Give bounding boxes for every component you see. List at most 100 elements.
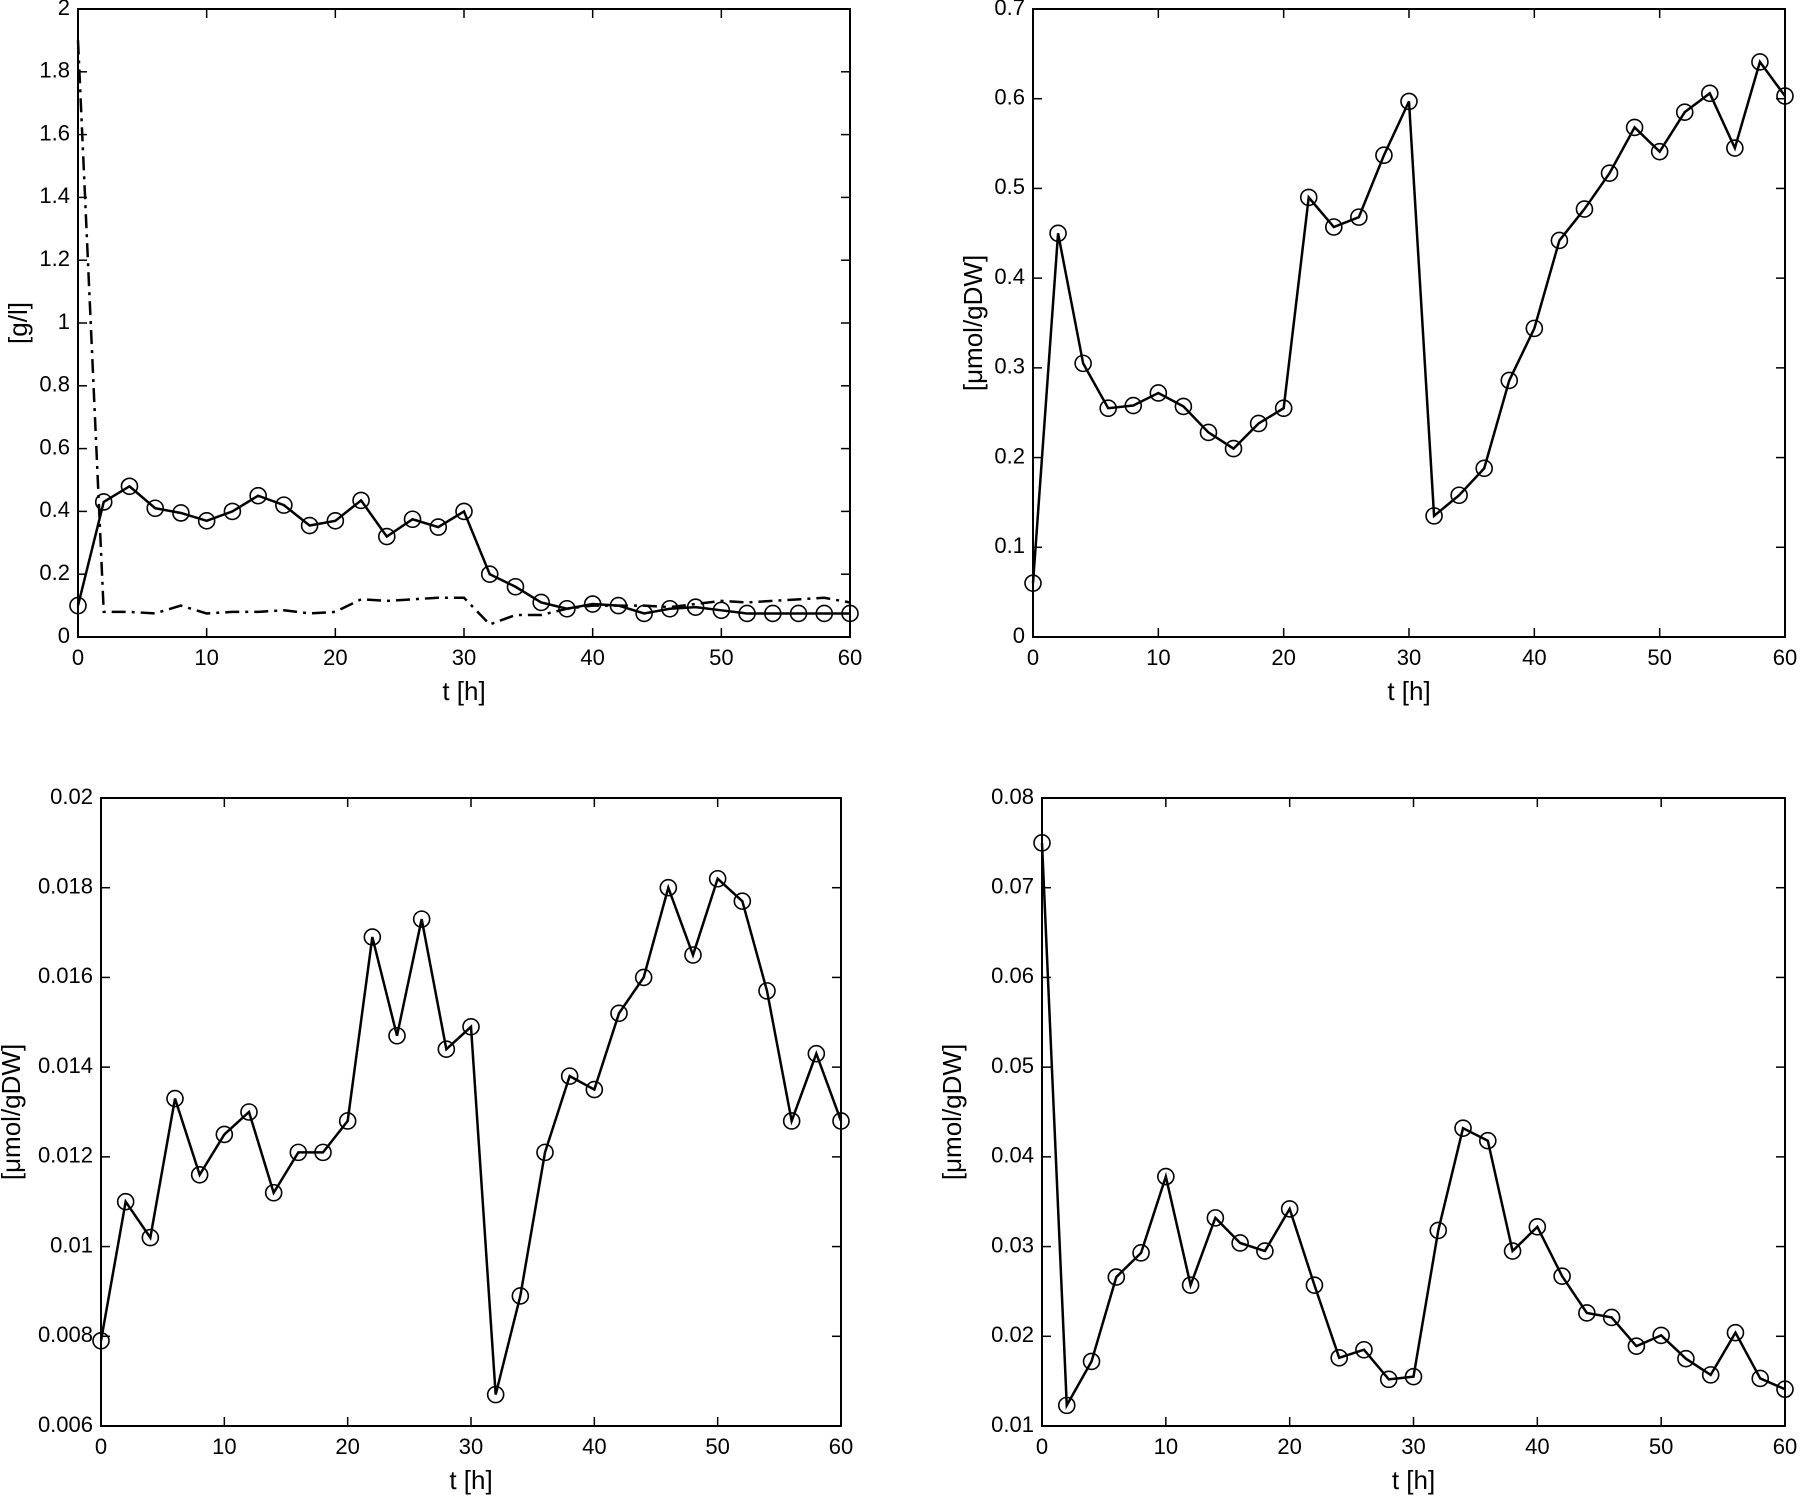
data-point	[1330, 1349, 1348, 1367]
y-tick-label: 0.02	[991, 1322, 1034, 1347]
data-point	[841, 604, 859, 623]
y-tick-label: 0.012	[38, 1143, 93, 1168]
data-point	[172, 504, 190, 522]
data-point	[1450, 486, 1468, 505]
panel: 0 10 20 30 40 50 60 0.01 0.02 0.03 0.04 0.05 0.06 0.0…	[937, 784, 1797, 1495]
data-point	[1625, 118, 1644, 137]
data-point	[733, 892, 752, 910]
data-point	[1049, 224, 1067, 243]
data-point	[314, 1143, 332, 1162]
data-point	[120, 477, 139, 496]
data-point	[1575, 200, 1594, 218]
data-point	[782, 1112, 801, 1130]
data-point	[462, 1017, 480, 1036]
data-point	[388, 1026, 406, 1045]
data-point	[1600, 164, 1619, 182]
data-point	[511, 1287, 530, 1305]
data-point	[1299, 188, 1318, 207]
x-tick-label: 0	[1027, 645, 1039, 670]
data-point	[1132, 1244, 1150, 1262]
y-tick-label: 0.006	[38, 1412, 93, 1437]
series-line	[1031, 59, 1787, 584]
y-tick-label: 0.014	[38, 1053, 93, 1078]
data-point	[1325, 218, 1343, 236]
x-tick-label: 10	[1154, 1434, 1178, 1459]
y-tick-label: 1	[58, 309, 70, 334]
data-point	[429, 518, 448, 536]
data-point	[1528, 1218, 1547, 1236]
y-tick-label: 0.05	[991, 1053, 1034, 1078]
x-tick-label: 0	[1036, 1434, 1048, 1459]
y-tick-label: 0	[1013, 623, 1025, 648]
x-tick-label: 0	[72, 645, 84, 670]
data-point	[1701, 1366, 1720, 1384]
series-line	[76, 40, 851, 626]
x-tick-label: 10	[212, 1434, 236, 1459]
x-axis-label: t [h]	[449, 1465, 492, 1495]
y-tick-label: 0.5	[994, 174, 1025, 199]
data-point	[789, 604, 808, 623]
series-line	[1040, 842, 1786, 1410]
data-point	[661, 599, 679, 618]
x-tick-label: 30	[459, 1434, 483, 1459]
data-point	[1224, 439, 1243, 458]
y-tick-label: 0.02	[50, 784, 93, 809]
x-tick-label: 20	[1277, 1434, 1301, 1459]
x-tick-label: 30	[1397, 645, 1421, 670]
x-tick-label: 60	[829, 1434, 853, 1459]
data-point	[92, 1331, 110, 1350]
x-tick-label: 10	[1146, 645, 1170, 670]
y-tick-label: 0.018	[38, 874, 93, 899]
data-point	[437, 1040, 456, 1058]
x-axis-label: t [h]	[1392, 1465, 1435, 1495]
y-axis-label: [μmol/gDW]	[958, 255, 988, 391]
y-tick-label: 0.07	[991, 874, 1034, 899]
x-tick-label: 40	[1522, 645, 1546, 670]
y-tick-label: 0.01	[991, 1412, 1034, 1437]
data-point	[1355, 1340, 1373, 1359]
y-axis-label: [g/l]	[3, 302, 33, 344]
data-point	[352, 491, 370, 510]
x-tick-label: 60	[1773, 1434, 1797, 1459]
y-tick-label: 0.06	[991, 963, 1034, 988]
data-point	[300, 516, 319, 535]
data-point	[1650, 142, 1669, 161]
data-point	[363, 928, 382, 946]
data-point	[1776, 87, 1794, 105]
y-tick-label: 0.04	[991, 1143, 1034, 1168]
data-point	[377, 527, 396, 546]
y-tick-label: 0.8	[39, 372, 70, 397]
data-point	[1206, 1209, 1225, 1227]
data-point	[1082, 1352, 1101, 1371]
y-tick-label: 0.08	[991, 784, 1034, 809]
data-point	[686, 598, 705, 616]
series-line	[99, 876, 843, 1395]
series-line	[76, 484, 850, 615]
data-point	[1149, 384, 1168, 402]
x-tick-label: 50	[1647, 645, 1671, 670]
data-point	[412, 910, 431, 928]
x-tick-label: 20	[1271, 645, 1295, 670]
panel: 0 10 20 30 40 50 60 0 0.1 0.2 0.3 0.4 0.5 0.6 0.7 t [h]…	[958, 0, 1797, 706]
data-point	[1503, 1242, 1522, 1260]
y-tick-label: 0.4	[994, 264, 1025, 289]
data-point	[289, 1143, 308, 1162]
data-point	[738, 604, 756, 623]
data-point	[532, 593, 551, 612]
data-point	[166, 1089, 184, 1108]
data-point	[275, 496, 293, 514]
y-tick-label: 0.7	[994, 0, 1025, 20]
data-point	[1500, 371, 1519, 390]
data-point	[1174, 397, 1193, 416]
data-point	[1553, 1267, 1571, 1285]
data-point	[1256, 1242, 1274, 1260]
data-point	[1550, 231, 1569, 250]
y-tick-label: 0.3	[994, 354, 1025, 379]
panel: 0 10 20 30 40 50 60 0 0.2 0.4 0.6 0.8 1 1.2 1.4 1.6 1.8 2…	[3, 0, 862, 706]
data-point	[1074, 354, 1092, 373]
data-point	[684, 946, 702, 964]
y-tick-label: 1.2	[39, 246, 70, 271]
y-tick-label: 0.6	[994, 85, 1025, 110]
data-point	[1350, 208, 1368, 226]
data-point	[1475, 459, 1493, 478]
